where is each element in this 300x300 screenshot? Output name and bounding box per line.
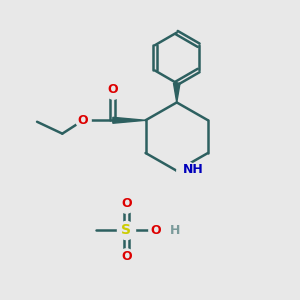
Text: O: O [107,82,118,96]
Text: S: S [121,223,131,237]
Text: O: O [78,114,88,127]
Text: O: O [151,224,161,237]
Text: NH: NH [183,163,203,176]
Polygon shape [113,117,146,123]
Text: O: O [121,250,131,263]
Text: O: O [121,197,131,210]
Text: H: H [170,224,181,237]
Polygon shape [173,83,180,102]
